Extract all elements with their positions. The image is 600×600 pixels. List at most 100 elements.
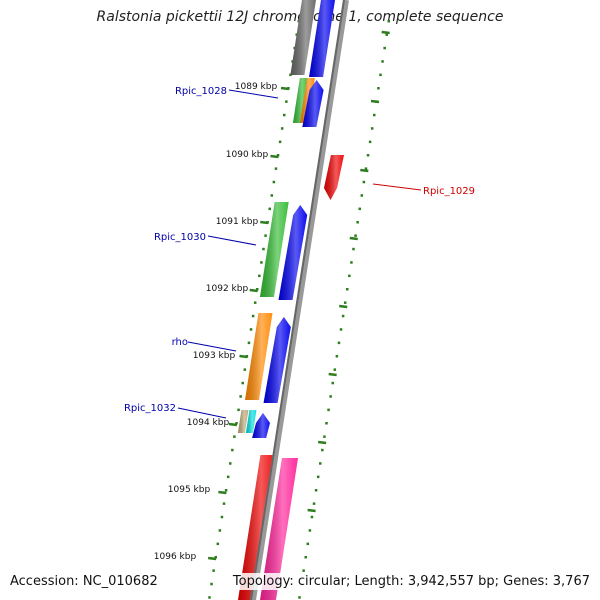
gene-label-rpic_1029: Rpic_1029: [423, 186, 475, 197]
tick-mark: [379, 73, 382, 77]
tick-mark: [272, 180, 276, 184]
tick-mark: [231, 448, 234, 452]
gene-green-1030-shade: [259, 202, 289, 297]
tick-mark: [337, 341, 341, 345]
kbp-label: 1095 kbp: [168, 485, 211, 495]
gene-tan-1032: [237, 410, 249, 433]
tick-mark: [216, 542, 220, 546]
gene-green-1028: [292, 78, 308, 123]
kbp-label: 1089 kbp: [235, 82, 278, 92]
tick-mark: [341, 314, 345, 318]
tick-mark: [249, 328, 253, 331]
gene-label-rpic_1030: Rpic_1030: [154, 232, 206, 243]
topology-text: Topology: circular; Length: 3,942,557 bp…: [230, 573, 592, 590]
tick-mark: [333, 368, 337, 371]
gene-pink-bottom-shade: [260, 458, 299, 600]
chromosome-backbone: [250, 0, 349, 600]
kbp-label: 1096 kbp: [154, 552, 197, 562]
tick-mark: [339, 328, 343, 331]
tick-mark: [308, 529, 312, 532]
major-tick: [270, 154, 279, 159]
gene-blue-top: [309, 0, 335, 77]
tick-mark: [352, 247, 355, 251]
tick-mark: [327, 408, 330, 412]
tick-mark: [229, 462, 232, 465]
tick-mark: [321, 448, 324, 452]
tick-mark: [278, 140, 282, 144]
gene-blue-1030: [278, 205, 308, 300]
kbp-labels: 1089 kbp 1090 kbp 1091 kbp 1092 kbp 1093 kbp…: [154, 82, 278, 562]
tick-mark: [346, 288, 349, 291]
major-tick: [360, 168, 369, 173]
gene-blue-1028: [302, 80, 324, 127]
tick-mark: [256, 288, 259, 291]
gene-orange-rho: [245, 313, 273, 400]
tick-mark: [222, 502, 226, 505]
major-tick: [228, 422, 238, 427]
tick-mark: [283, 113, 286, 117]
gene-gray-top-shade: [290, 0, 316, 75]
gene-orange-rho-shade: [245, 313, 273, 400]
kbp-label: 1092 kbp: [206, 284, 249, 294]
gene-green-1030: [259, 202, 289, 297]
tick-mark: [298, 596, 301, 599]
gene-gray-top: [290, 0, 316, 75]
tick-mark: [354, 234, 357, 237]
tick-mark: [319, 462, 322, 465]
kbp-label: 1093 kbp: [193, 351, 236, 361]
major-tick: [218, 490, 227, 495]
tick-mark: [239, 395, 242, 398]
tick-mark: [276, 154, 280, 157]
tick-mark: [356, 221, 359, 224]
tick-mark: [368, 140, 372, 144]
tick-mark: [377, 87, 380, 90]
tick-mark: [243, 368, 247, 371]
tick-mark: [224, 489, 228, 492]
major-tick: [208, 556, 217, 561]
kbp-label: 1090 kbp: [226, 150, 269, 160]
tick-mark: [280, 127, 284, 130]
gene-blue-rho-shade: [263, 317, 291, 403]
tick-mark: [364, 167, 368, 170]
tick-mark: [268, 207, 271, 211]
gene-red-1029-shade: [324, 155, 344, 200]
tick-mark: [302, 569, 305, 572]
tick-mark: [264, 234, 267, 237]
major-tick: [260, 220, 269, 225]
tick-mark: [325, 422, 328, 425]
gene-blue-top-shade: [309, 0, 335, 77]
backbone-edge: [250, 0, 345, 600]
gene-cyan-1032: [245, 410, 257, 433]
tick-mark: [306, 542, 310, 546]
gene-features: [237, 0, 344, 600]
tick-mark: [323, 435, 326, 438]
tick-marks-outer: [298, 20, 391, 599]
kbp-label: 1091 kbp: [216, 217, 259, 227]
tick-mark: [335, 355, 339, 358]
tick-mark: [343, 301, 347, 304]
tick-mark: [226, 475, 230, 479]
major-tick: [370, 99, 380, 104]
tick-mark: [348, 274, 351, 278]
tick-mark: [329, 395, 332, 398]
label-leader-line: [177, 407, 227, 419]
major-tick: [317, 440, 327, 445]
tick-mark: [218, 529, 222, 532]
gene-cyan-1032-shade: [245, 410, 257, 433]
gene-label-rpic_1028: Rpic_1028: [175, 86, 227, 97]
gene-tan-1032-shade: [237, 410, 249, 433]
major-tick: [239, 354, 248, 359]
tick-mark: [373, 113, 376, 117]
tick-marks-inner: [208, 20, 301, 599]
tick-mark: [360, 194, 364, 197]
gene-green-1028-shade: [292, 78, 308, 123]
gene-label-rpic_1032: Rpic_1032: [124, 403, 176, 414]
tick-mark: [314, 489, 318, 492]
major-tick: [249, 288, 258, 293]
backbone-line: [250, 0, 349, 600]
major-tick: [339, 304, 348, 309]
kbp-label: 1094 kbp: [187, 418, 230, 428]
gene-label-rho: rho: [172, 337, 188, 348]
major-tick: [280, 86, 290, 91]
